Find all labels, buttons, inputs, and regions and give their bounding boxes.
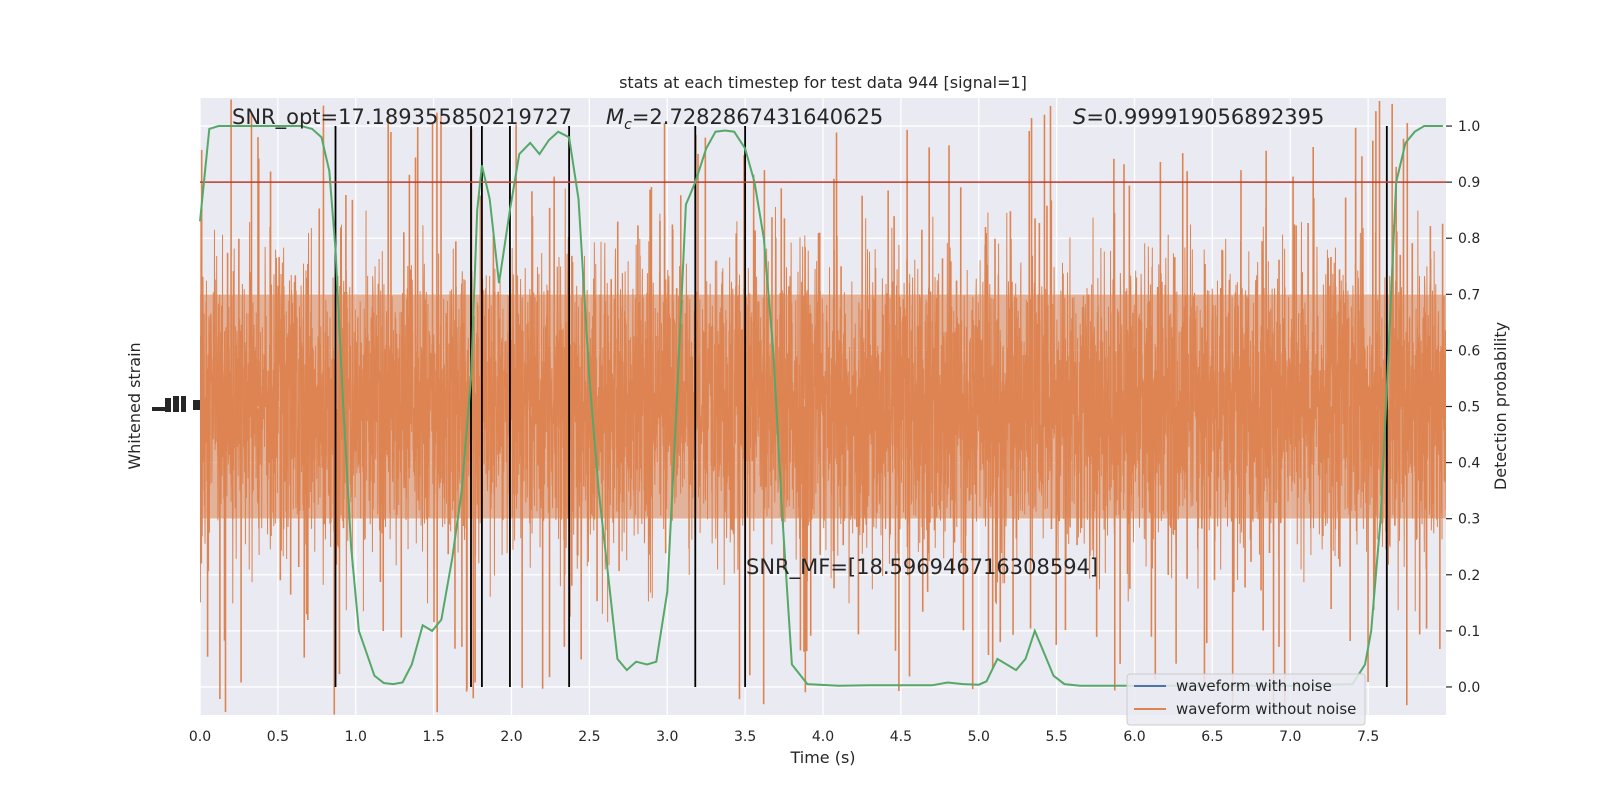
y-tick-label: 0.0 — [1458, 680, 1480, 696]
y-tick-label: 0.7 — [1458, 287, 1480, 303]
s-annotation: S=0.999919056892395 — [1073, 105, 1324, 129]
y-tick-label: 1.0 — [1458, 119, 1480, 135]
x-tick-label: 6.0 — [1123, 729, 1145, 745]
x-tick-label: 5.5 — [1045, 729, 1067, 745]
legend-label-without-noise: waveform without noise — [1176, 700, 1356, 718]
y-tick-label: 0.2 — [1458, 568, 1480, 584]
strain-trace — [200, 188, 1446, 623]
y-tick-label: 0.4 — [1458, 456, 1480, 472]
legend-label-with-noise: waveform with noise — [1176, 677, 1332, 695]
x-tick-label: 5.0 — [968, 729, 990, 745]
x-tick-label: 6.5 — [1201, 729, 1223, 745]
y-tick-label: 0.8 — [1458, 231, 1480, 247]
chirp-mass-annotation: Mc=2.7282867431640625 — [606, 105, 883, 133]
snr-mf-annotation: SNR_MF=[18.596946716308594] — [746, 555, 1098, 580]
x-tick-label: 0.5 — [267, 729, 289, 745]
x-tick-label: 2.0 — [500, 729, 522, 745]
x-axis-label: Time (s) — [789, 748, 855, 767]
x-tick-label: 0.0 — [189, 729, 211, 745]
legend: waveform with noise waveform without noi… — [1126, 673, 1366, 726]
x-tick-label: 1.0 — [345, 729, 367, 745]
y-tick-label: 0.6 — [1458, 343, 1480, 359]
y-axis-left-label: Whitened strain — [125, 342, 144, 469]
y-tick-label: 0.3 — [1458, 512, 1480, 528]
x-tick-label: 3.0 — [656, 729, 678, 745]
x-axis-ticks: 0.0 0.5 1.0 1.5 2.0 2.5 3.0 3.5 4.0 4.5 5.0 5.5 6.0 6… — [189, 729, 1379, 745]
x-tick-label: 4.0 — [812, 729, 834, 745]
y-tick-label: 0.9 — [1458, 175, 1480, 191]
detection-probability-line — [199, 125, 1443, 687]
y-tick-label: 0.5 — [1458, 400, 1480, 416]
y-tick-label: 0.1 — [1458, 624, 1480, 640]
strain-series — [200, 99, 1446, 715]
y-axis-right-ticks: 0.0 0.1 0.2 0.3 0.4 0.5 0.6 0.7 0.8 0.9 1.0 — [1446, 119, 1480, 696]
x-tick-label: 7.5 — [1357, 729, 1379, 745]
x-tick-label: 4.5 — [890, 729, 912, 745]
x-tick-label: 7.0 — [1279, 729, 1301, 745]
x-tick-label: 3.5 — [734, 729, 756, 745]
snr-opt-annotation: SNR_opt=17.189355850219727 — [232, 105, 572, 130]
chart-title: stats at each timestep for test data 944… — [619, 73, 1027, 92]
x-tick-label: 1.5 — [422, 729, 444, 745]
left-axis-tick-clutter — [152, 396, 200, 412]
x-tick-label: 2.5 — [578, 729, 600, 745]
y-axis-right-label: Detection probability — [1491, 322, 1510, 490]
